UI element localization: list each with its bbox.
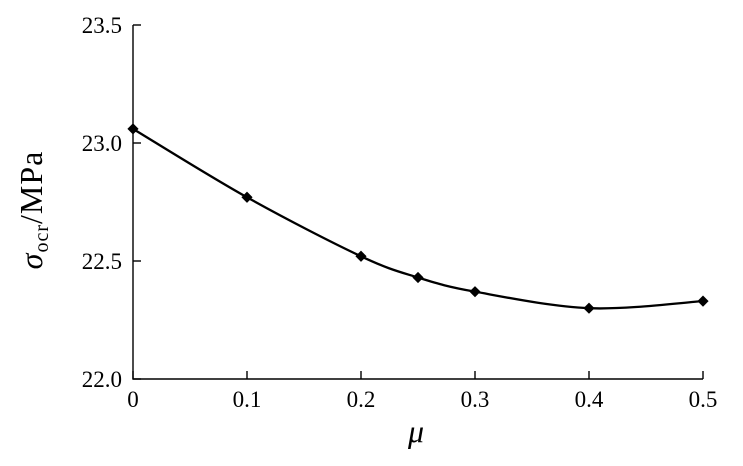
- x-tick-label: 0.1: [233, 387, 262, 412]
- sigma-symbol-label: σ: [13, 252, 49, 269]
- axis-spines: [132, 25, 703, 380]
- x-tick-label: 0.2: [347, 387, 376, 412]
- x-tick-label: 0.4: [575, 387, 604, 412]
- y-tick-label: 23.5: [82, 13, 122, 38]
- data-point-marker: [355, 250, 367, 262]
- x-tick-label: 0.3: [461, 387, 490, 412]
- x-axis-label: μ: [407, 413, 424, 449]
- y-axis-label: σocr/MPa: [13, 151, 53, 270]
- data-point-marker: [241, 191, 253, 203]
- x-tick-label: 0.5: [689, 387, 718, 412]
- y-tick-label: 23.0: [82, 131, 122, 156]
- x-tick-label: 0: [127, 387, 139, 412]
- data-point-marker: [127, 123, 139, 135]
- y-tick-label: 22.5: [82, 249, 122, 274]
- sigma-subscript-label: ocr: [31, 224, 53, 253]
- data-point-marker: [412, 271, 424, 284]
- axes-layer: 22.0 22.5 23.0 23.5 0 0.1 0.2 0.3 0.4 0.5: [82, 13, 718, 412]
- series-layer: [127, 123, 709, 314]
- data-point-marker: [583, 302, 595, 314]
- data-point-marker: [469, 286, 481, 298]
- data-point-marker: [697, 295, 709, 307]
- y-axis-unit-label: /MPa: [13, 151, 49, 224]
- y-tick-label: 22.0: [82, 367, 122, 392]
